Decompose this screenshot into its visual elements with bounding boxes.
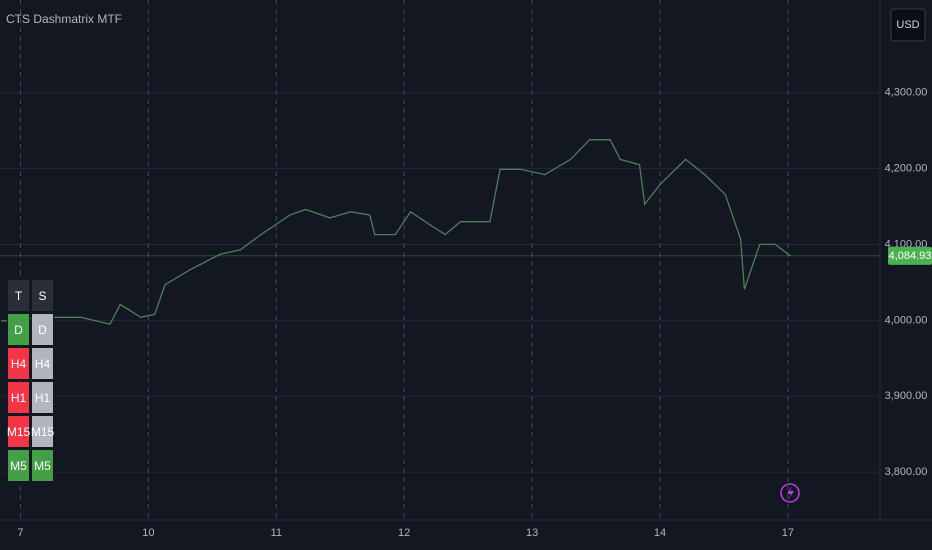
- y-tick-label: 3,800.00: [885, 466, 928, 478]
- x-tick-label: 13: [526, 527, 538, 539]
- alert-bolt: [787, 486, 794, 500]
- currency-button[interactable]: [890, 8, 926, 42]
- alert-icon[interactable]: [780, 483, 800, 503]
- table-cell: D: [31, 313, 54, 346]
- table-cell: D: [7, 313, 30, 346]
- y-tick-label: 4,300.00: [885, 87, 928, 99]
- x-tick-label: 10: [142, 527, 154, 539]
- currency-label[interactable]: USD: [896, 19, 919, 31]
- table-cell: H1: [7, 381, 30, 414]
- x-tick-label: 17: [782, 527, 794, 539]
- table-cell: T: [7, 279, 30, 312]
- x-tick-label: 14: [654, 527, 666, 539]
- table-cell: M15: [7, 415, 30, 448]
- x-tick-label: 7: [17, 527, 23, 539]
- last-price-label: 4,084.93: [889, 250, 932, 262]
- y-tick-label: 3,900.00: [885, 390, 928, 402]
- y-tick-label: 4,200.00: [885, 162, 928, 174]
- price-line: [1, 139, 791, 325]
- last-price-tag: [888, 246, 932, 265]
- table-cell: H1: [31, 381, 54, 414]
- table-cell: S: [31, 279, 54, 312]
- chart-title: CTS Dashmatrix MTF: [6, 12, 122, 26]
- table-cell: H4: [7, 347, 30, 380]
- table-cell: M15: [31, 415, 54, 448]
- x-tick-label: 11: [271, 527, 282, 539]
- table-cell: H4: [31, 347, 54, 380]
- table-cell: M5: [7, 449, 30, 482]
- y-tick-label: 4,000.00: [885, 314, 928, 326]
- table-cell: M5: [31, 449, 54, 482]
- x-tick-label: 12: [398, 527, 410, 539]
